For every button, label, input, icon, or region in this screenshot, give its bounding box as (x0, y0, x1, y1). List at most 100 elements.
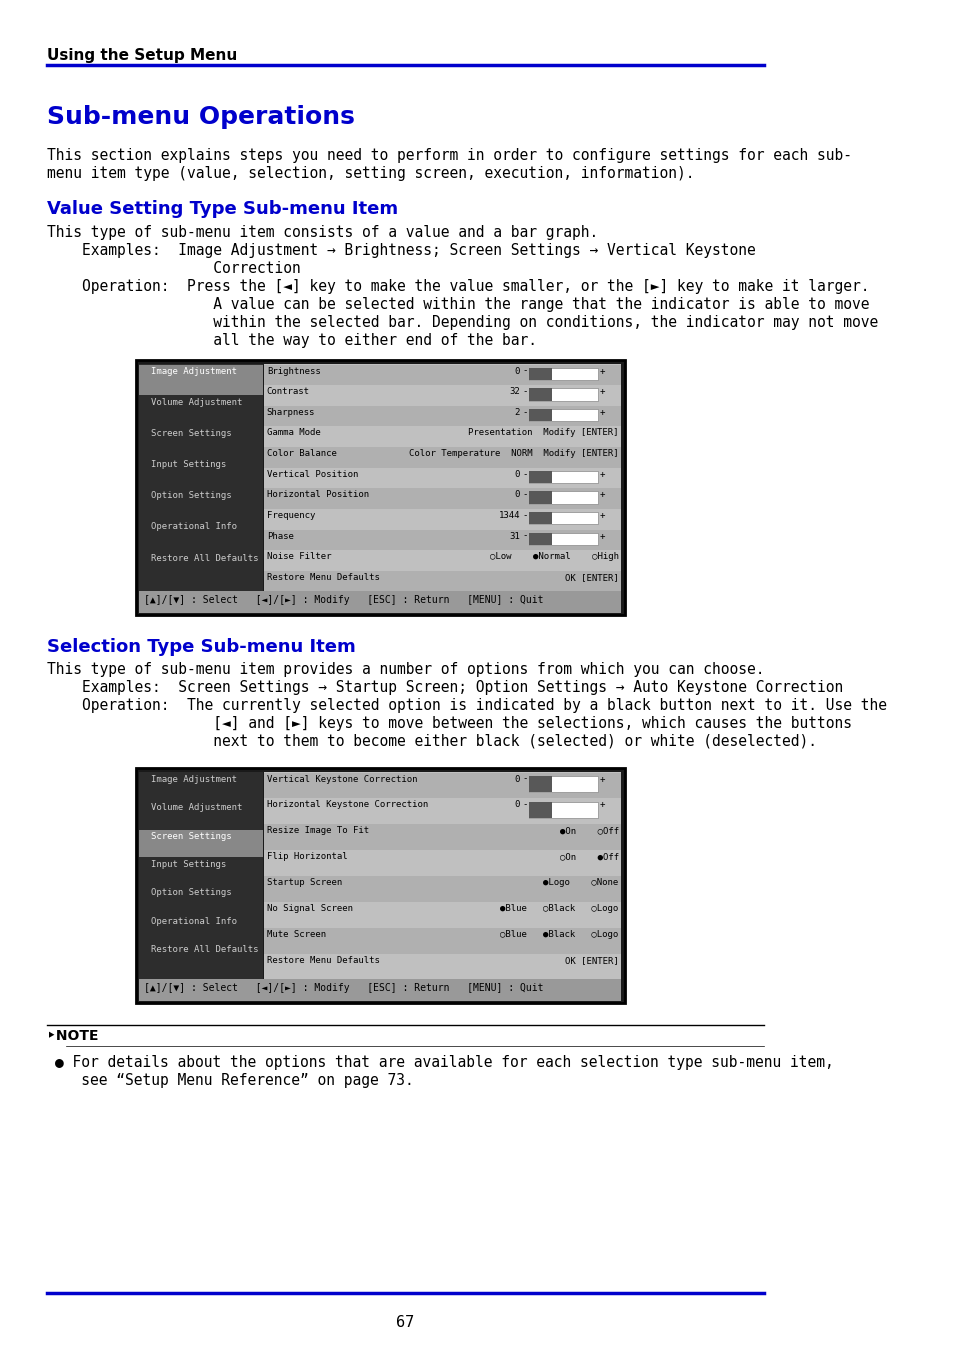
Text: 67: 67 (395, 1315, 414, 1330)
Text: Color Temperature  NORM  Modify [ENTER]: Color Temperature NORM Modify [ENTER] (409, 449, 618, 458)
FancyBboxPatch shape (264, 876, 620, 902)
Text: Restore Menu Defaults: Restore Menu Defaults (267, 573, 379, 581)
FancyBboxPatch shape (528, 802, 598, 818)
FancyBboxPatch shape (264, 825, 620, 850)
Text: Color Balance: Color Balance (267, 449, 336, 458)
Text: all the way to either end of the bar.: all the way to either end of the bar. (47, 333, 537, 347)
Text: Screen Settings: Screen Settings (152, 831, 232, 841)
Text: 0: 0 (515, 491, 519, 499)
FancyBboxPatch shape (264, 530, 620, 550)
Text: OK [ENTER]: OK [ENTER] (564, 956, 618, 964)
Text: +: + (599, 775, 605, 784)
Text: Option Settings: Option Settings (152, 491, 232, 500)
FancyBboxPatch shape (139, 591, 620, 612)
FancyBboxPatch shape (528, 776, 552, 792)
FancyBboxPatch shape (528, 368, 552, 380)
Text: ● For details about the options that are available for each selection type sub-m: ● For details about the options that are… (55, 1055, 833, 1069)
Text: ●Blue   ○Black   ○Logo: ●Blue ○Black ○Logo (500, 904, 618, 913)
Text: +: + (599, 491, 605, 499)
Text: ○Low    ●Normal    ○High: ○Low ●Normal ○High (489, 552, 618, 561)
Text: Selection Type Sub-menu Item: Selection Type Sub-menu Item (47, 638, 355, 656)
Text: Image Adjustment: Image Adjustment (152, 775, 237, 784)
Text: 1344: 1344 (498, 511, 519, 521)
FancyBboxPatch shape (528, 512, 552, 525)
Text: -: - (522, 469, 527, 479)
Text: -: - (522, 387, 527, 396)
Text: [◄] and [►] keys to move between the selections, which causes the buttons: [◄] and [►] keys to move between the sel… (47, 717, 851, 731)
Text: This type of sub-menu item consists of a value and a bar graph.: This type of sub-menu item consists of a… (47, 224, 598, 241)
Text: Operation:  Press the [◄] key to make the value smaller, or the [►] key to make : Operation: Press the [◄] key to make the… (47, 279, 868, 293)
FancyBboxPatch shape (528, 388, 552, 400)
FancyBboxPatch shape (528, 802, 552, 818)
Text: Volume Adjustment: Volume Adjustment (152, 803, 242, 813)
Text: Horizontal Keystone Correction: Horizontal Keystone Correction (267, 800, 428, 810)
FancyBboxPatch shape (264, 448, 620, 468)
FancyBboxPatch shape (136, 768, 624, 1003)
Text: +: + (599, 531, 605, 541)
FancyBboxPatch shape (136, 360, 624, 615)
Text: Restore All Defaults: Restore All Defaults (152, 945, 258, 955)
Text: 0: 0 (515, 775, 519, 784)
Text: Flip Horizontal: Flip Horizontal (267, 852, 347, 861)
FancyBboxPatch shape (528, 408, 598, 422)
FancyBboxPatch shape (139, 830, 262, 857)
Text: Startup Screen: Startup Screen (267, 877, 342, 887)
FancyBboxPatch shape (264, 364, 620, 591)
Text: Resize Image To Fit: Resize Image To Fit (267, 826, 369, 836)
Text: Vertical Keystone Correction: Vertical Keystone Correction (267, 775, 416, 784)
Text: +: + (599, 800, 605, 810)
Text: +: + (599, 469, 605, 479)
Text: see “Setup Menu Reference” on page 73.: see “Setup Menu Reference” on page 73. (55, 1073, 414, 1088)
FancyBboxPatch shape (528, 512, 598, 525)
FancyBboxPatch shape (528, 533, 552, 545)
Text: -: - (522, 511, 527, 521)
Text: -: - (522, 531, 527, 541)
FancyBboxPatch shape (528, 491, 552, 504)
Text: [▲]/[▼] : Select   [◄]/[►] : Modify   [ESC] : Return   [MENU] : Quit: [▲]/[▼] : Select [◄]/[►] : Modify [ESC] … (144, 983, 542, 992)
Text: Examples:  Image Adjustment → Brightness; Screen Settings → Vertical Keystone: Examples: Image Adjustment → Brightness;… (47, 243, 755, 258)
Text: Examples:  Screen Settings → Startup Screen; Option Settings → Auto Keystone Cor: Examples: Screen Settings → Startup Scre… (47, 680, 842, 695)
FancyBboxPatch shape (528, 470, 552, 483)
Text: ‣NOTE: ‣NOTE (47, 1029, 98, 1042)
Text: Noise Filter: Noise Filter (267, 552, 331, 561)
Text: +: + (599, 511, 605, 521)
Text: Operation:  The currently selected option is indicated by a black button next to: Operation: The currently selected option… (47, 698, 885, 713)
FancyBboxPatch shape (264, 488, 620, 508)
Text: -: - (522, 366, 527, 376)
FancyBboxPatch shape (264, 406, 620, 426)
Text: Value Setting Type Sub-menu Item: Value Setting Type Sub-menu Item (47, 200, 397, 218)
FancyBboxPatch shape (528, 408, 552, 422)
Text: ○On    ●Off: ○On ●Off (559, 852, 618, 861)
Text: +: + (599, 387, 605, 396)
FancyBboxPatch shape (528, 533, 598, 545)
Text: Restore Menu Defaults: Restore Menu Defaults (267, 956, 379, 964)
Text: Using the Setup Menu: Using the Setup Menu (47, 49, 236, 64)
Text: -: - (522, 800, 527, 810)
Text: [▲]/[▼] : Select   [◄]/[►] : Modify   [ESC] : Return   [MENU] : Quit: [▲]/[▼] : Select [◄]/[►] : Modify [ESC] … (144, 595, 542, 604)
Text: Input Settings: Input Settings (152, 860, 226, 869)
FancyBboxPatch shape (528, 368, 598, 380)
Text: Contrast: Contrast (267, 387, 310, 396)
Text: Correction: Correction (47, 261, 300, 276)
FancyBboxPatch shape (264, 571, 620, 592)
Text: This section explains steps you need to perform in order to configure settings f: This section explains steps you need to … (47, 147, 851, 164)
FancyBboxPatch shape (139, 772, 262, 979)
FancyBboxPatch shape (264, 772, 620, 979)
Text: Operational Info: Operational Info (152, 917, 237, 926)
Text: menu item type (value, selection, setting screen, execution, information).: menu item type (value, selection, settin… (47, 166, 694, 181)
Text: Image Adjustment: Image Adjustment (152, 366, 237, 376)
Text: 31: 31 (509, 531, 519, 541)
Text: OK [ENTER]: OK [ENTER] (564, 573, 618, 581)
Text: 0: 0 (515, 800, 519, 810)
FancyBboxPatch shape (528, 388, 598, 400)
Text: Option Settings: Option Settings (152, 888, 232, 898)
Text: Sub-menu Operations: Sub-menu Operations (47, 105, 355, 128)
FancyBboxPatch shape (139, 364, 262, 591)
Text: within the selected bar. Depending on conditions, the indicator may not move: within the selected bar. Depending on co… (47, 315, 877, 330)
Text: Gamma Mode: Gamma Mode (267, 429, 320, 438)
Text: 2: 2 (515, 408, 519, 416)
FancyBboxPatch shape (264, 365, 620, 385)
Text: Volume Adjustment: Volume Adjustment (152, 397, 242, 407)
Text: Sharpness: Sharpness (267, 408, 314, 416)
Text: next to them to become either black (selected) or white (deselected).: next to them to become either black (sel… (47, 734, 816, 749)
